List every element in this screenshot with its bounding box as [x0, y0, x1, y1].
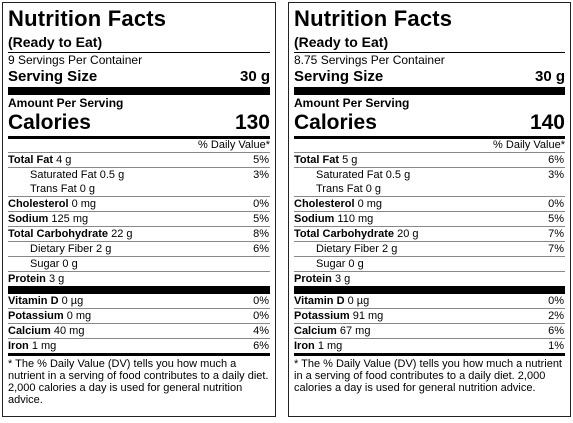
vitamin-rows: Vitamin D 0 µg 0% Potassium 0 mg 0% Calciu…	[8, 294, 270, 353]
nutrient-row-saturated-fat: Saturated Fat 0.5 g 3%	[294, 167, 565, 182]
nutrient-row-total-carbohydrate: Total Carbohydrate 20 g 7%	[294, 226, 565, 240]
calories-label: Calories	[294, 111, 377, 134]
nutrient-row-saturated-fat: Saturated Fat 0.5 g 3%	[8, 167, 270, 182]
vitamin-row-calcium: Calcium 40 mg 4%	[8, 323, 270, 337]
serving-size-label: Serving Size	[294, 68, 384, 85]
serving-size-row: Serving Size 30 g	[294, 67, 565, 87]
nutrient-row-sugar: Sugar 0 g	[8, 256, 270, 271]
daily-value-footnote: * The % Daily Value (DV) tells you how m…	[294, 358, 562, 394]
nutrient-row-protein: Protein 3 g	[294, 271, 565, 286]
ready-to-eat: (Ready to Eat)	[294, 34, 389, 50]
nutrition-label-right: Nutrition Facts (Ready to Eat) 8.75 Serv…	[288, 2, 571, 417]
vitamin-row-vitamin-d: Vitamin D 0 µg 0%	[294, 295, 564, 307]
nutrient-rows: Total Fat 4 g 5% Saturated Fat 0.5 g 3% Tr…	[8, 152, 270, 286]
nutrient-row-dietary-fiber: Dietary Fiber 2 g 7%	[294, 241, 565, 256]
amount-per-serving: Amount Per Serving	[294, 96, 410, 110]
nutrient-row-cholesterol: Cholesterol 0 mg 0%	[294, 196, 565, 210]
vitamin-row-iron: Iron 1 mg 1%	[294, 338, 565, 352]
daily-value-footnote: * The % Daily Value (DV) tells you how m…	[8, 358, 269, 406]
serving-size-value: 30 g	[534, 68, 565, 85]
serving-size-value: 30 g	[239, 68, 270, 85]
amount-per-serving: Amount Per Serving	[8, 96, 124, 110]
label-title: Nutrition Facts	[8, 6, 167, 31]
nutrient-row-total-carbohydrate: Total Carbohydrate 22 g 8%	[8, 226, 270, 240]
vitamin-row-iron: Iron 1 mg 6%	[8, 338, 270, 352]
daily-value-header: % Daily Value*	[198, 139, 270, 151]
nutrient-row-sodium: Sodium 110 mg 5%	[294, 211, 565, 225]
servings-per-container: 8.75 Servings Per Container	[294, 53, 445, 67]
nutrient-row-cholesterol: Cholesterol 0 mg 0%	[8, 196, 270, 210]
nutrition-label-left: Nutrition Facts (Ready to Eat) 9 Serving…	[2, 2, 276, 417]
calories-row: Calories 130	[8, 110, 270, 136]
nutrient-row-trans-fat: Trans Fat 0 g	[316, 183, 382, 195]
vitamin-row-potassium: Potassium 91 mg 2%	[294, 308, 565, 322]
calories-value: 130	[234, 111, 270, 134]
vitamin-row-vitamin-d: Vitamin D 0 µg 0%	[8, 295, 269, 307]
nutrient-row-sugar: Sugar 0 g	[294, 256, 565, 271]
nutrient-row-trans-fat: Trans Fat 0 g	[30, 183, 96, 195]
ready-to-eat: (Ready to Eat)	[8, 34, 103, 50]
serving-size-row: Serving Size 30 g	[8, 67, 270, 87]
nutrient-row-total-fat: Total Fat 5 g 6%	[294, 152, 565, 166]
nutrient-row-total-fat: Total Fat 4 g 5%	[8, 152, 270, 166]
servings-per-container: 9 Servings Per Container	[8, 53, 143, 67]
vitamin-row-calcium: Calcium 67 mg 6%	[294, 323, 565, 337]
nutrient-row-protein: Protein 3 g	[8, 271, 270, 286]
calories-label: Calories	[8, 111, 91, 134]
calories-value: 140	[529, 111, 565, 134]
vitamin-row-potassium: Potassium 0 mg 0%	[8, 308, 270, 322]
nutrient-row-sodium: Sodium 125 mg 5%	[8, 211, 270, 225]
calories-row: Calories 140	[294, 110, 565, 136]
serving-size-label: Serving Size	[8, 68, 98, 85]
vitamin-rows: Vitamin D 0 µg 0% Potassium 91 mg 2% Calci…	[294, 294, 565, 353]
nutrient-row-dietary-fiber: Dietary Fiber 2 g 6%	[8, 241, 270, 256]
daily-value-header: % Daily Value*	[493, 139, 565, 151]
label-title: Nutrition Facts	[294, 6, 453, 31]
nutrient-rows: Total Fat 5 g 6% Saturated Fat 0.5 g 3% Tr…	[294, 152, 565, 286]
